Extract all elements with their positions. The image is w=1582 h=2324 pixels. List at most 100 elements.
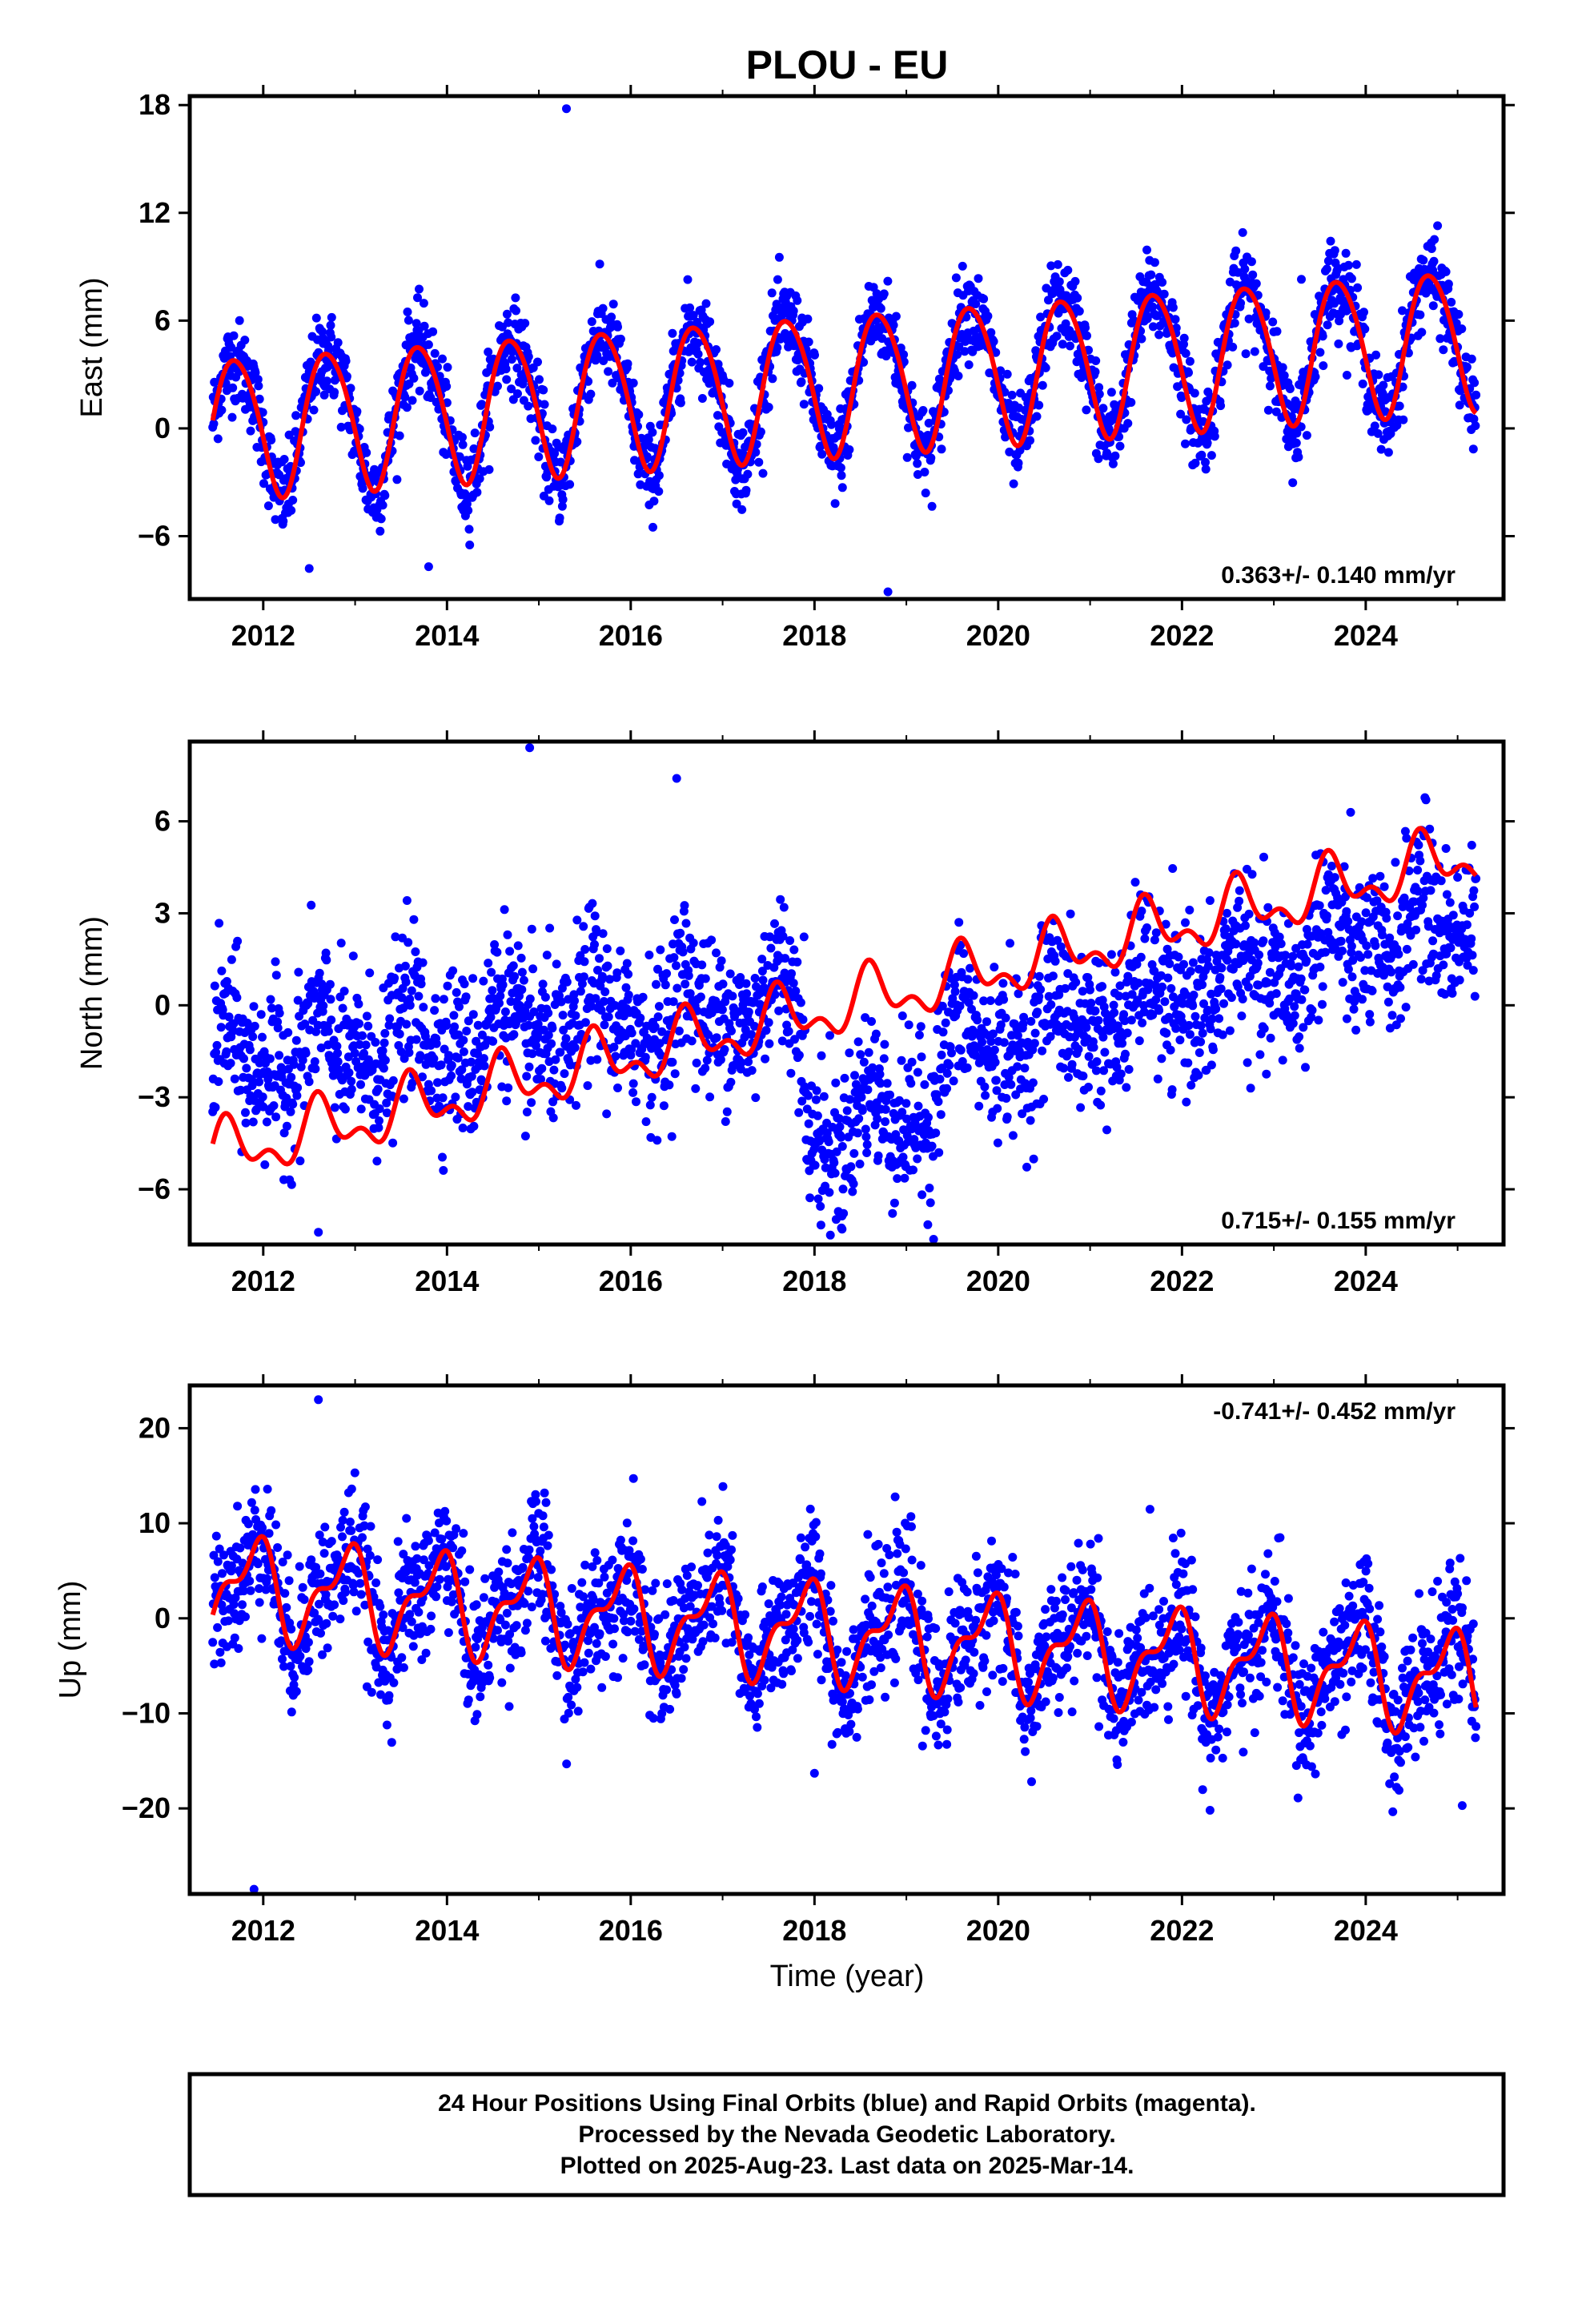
east-data-point [1210,432,1219,441]
east-data-point [607,312,616,322]
north-data-point [468,1088,477,1097]
east-data-point [712,345,721,354]
north-data-point [301,1048,311,1058]
north-data-point [1297,995,1307,1004]
north-data-point [1046,1000,1056,1009]
north-data-point [401,977,411,987]
east-data-point [555,513,564,523]
east-data-point [764,403,773,412]
east-data-point [1353,283,1363,292]
north-data-point [265,1054,275,1063]
north-data-point [449,1011,459,1020]
east-data-point [1061,319,1070,328]
north-data-point [1174,952,1183,962]
east-data-point [958,261,967,271]
east-ytick-label: 6 [155,304,171,336]
east-data-point [227,412,237,422]
east-data-point [1417,328,1427,337]
east-data-point [1038,380,1047,390]
north-data-point [669,997,678,1007]
east-data-point [1439,345,1448,355]
north-data-point [245,1045,255,1055]
north-data-point [747,1030,756,1039]
east-data-point [464,505,473,515]
east-data-point [420,321,429,331]
north-data-point [603,961,612,971]
north-data-point [438,1152,447,1162]
north-data-point [388,1076,398,1085]
east-data-point [1278,363,1287,372]
north-data-point [380,1055,390,1065]
east-data-point [1171,324,1181,332]
east-data-point [1126,398,1136,407]
north-data-point [1259,936,1268,946]
north-data-point [295,1156,305,1166]
north-data-point [576,987,585,996]
north-data-point [1295,1043,1304,1053]
north-data-point [1290,1011,1299,1020]
east-data-point [837,483,847,493]
east-data-point [485,422,495,432]
north-data-point [863,1085,873,1095]
north-data-point [602,944,612,954]
east-data-point [586,389,596,399]
east-data-point [228,383,238,392]
east-data-point [1360,324,1370,334]
north-data-point [214,1077,223,1087]
north-outlier-point [525,743,535,753]
north-data-point [898,1152,908,1162]
north-data-point [258,1032,267,1042]
east-data-point [415,386,424,396]
north-data-point [1439,960,1448,970]
north-data-point [469,1121,479,1131]
north-data-point [982,1017,991,1027]
east-data-point [572,437,582,447]
north-data-point [1428,936,1438,946]
north-data-point [848,1187,857,1196]
north-data-point [358,1031,367,1040]
north-data-point [761,1054,770,1063]
north-data-point [787,969,796,979]
north-data-point [488,986,497,995]
east-data-point [375,526,385,536]
east-data-point [1470,378,1480,388]
east-data-point [598,304,608,313]
north-data-point [1415,856,1425,866]
north-data-point [904,1020,913,1030]
north-data-point [1235,896,1244,906]
north-data-point [993,1138,1002,1148]
east-data-point [484,348,493,356]
east-data-point [518,380,528,388]
north-data-point [864,1047,873,1057]
east-data-point [501,364,511,374]
east-data-point [644,435,653,444]
north-data-point [1188,1001,1198,1011]
north-data-point [696,992,705,1002]
north-data-point [598,929,608,939]
north-data-point [479,976,488,986]
north-data-point [484,959,493,968]
north-data-point [774,1006,784,1015]
north-data-point [1096,1100,1106,1110]
north-points [208,743,1481,1244]
north-data-point [929,1235,938,1244]
east-data-point [1457,324,1467,334]
north-data-point [1379,882,1389,891]
north-data-point [444,1051,453,1060]
north-data-point [212,1040,222,1050]
east-data-point [937,444,946,454]
north-data-point [1067,1059,1077,1069]
east-data-point [827,420,836,429]
east-data-point [1137,334,1146,344]
north-data-point [461,992,471,1002]
north-data-point [1183,1058,1193,1068]
north-data-point [1408,959,1418,969]
east-data-point [404,316,413,325]
north-data-point [293,1083,303,1092]
north-data-point [934,1097,943,1107]
north-data-point [291,1035,301,1045]
north-data-point [846,1162,856,1172]
north-data-point [1138,1018,1147,1027]
north-data-point [1217,963,1227,973]
